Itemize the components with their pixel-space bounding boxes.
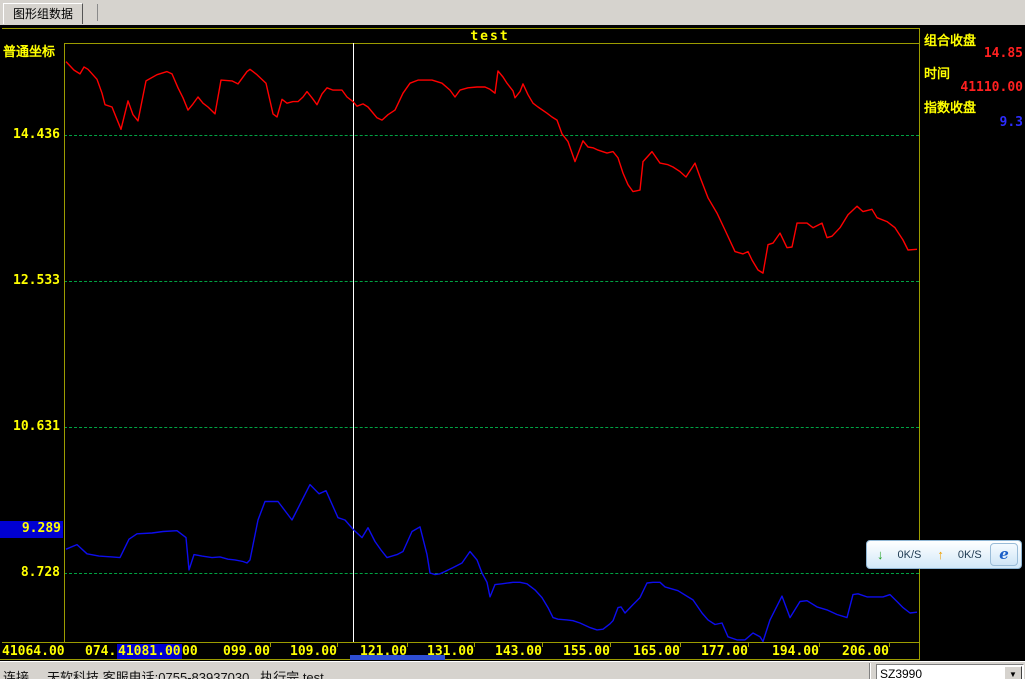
x-axis-label: 41064.00 [2,644,65,659]
x-axis-tick [337,643,338,647]
plot-right-border [919,28,920,660]
chart-outer-top-border [2,28,919,29]
download-speed: 0K/S [897,548,922,561]
tab-bar: 图形组数据 [0,0,1025,25]
x-axis-tick [610,643,611,647]
x-axis-label: 00 [182,644,198,659]
portfolio-series-line [65,61,918,274]
chart-outer-bottom-border [0,659,920,660]
x-axis-tick [889,643,890,647]
x-axis-label: 131.00 [427,644,474,659]
y-axis-label: 8.728 [20,565,60,580]
status-bar: 连接 天软科技 客服电话:0755-83937030 执行完 test SZ39… [0,661,1025,679]
x-axis-label: 155.00 [563,644,610,659]
chart-title: test [470,29,510,44]
y-gridline [64,427,919,428]
coordinate-mode-label: 普通坐标 [3,44,56,59]
symbol-combobox-value: SZ3990 [880,667,923,679]
plot-top-border [64,43,920,44]
x-axis-tick [407,643,408,647]
y-axis-highlight-label: 9.289 [0,521,63,538]
x-axis-label: 165.00 [633,644,680,659]
index-close-value: 9.3 [999,115,1023,130]
upload-arrow-icon: ↑ [937,547,944,562]
y-gridline [64,135,919,136]
x-axis-tick [748,643,749,647]
index-close-label: 指数收盘 [924,100,977,115]
y-gridline [64,573,919,574]
x-axis-tick [819,643,820,647]
browser-icon[interactable]: e [990,543,1018,566]
x-axis-label: 121.00 [360,644,407,659]
status-separator-highlight [870,663,871,679]
x-axis-tick [542,643,543,647]
portfolio-close-value: 14.85 [983,46,1023,61]
x-axis-label: 194.00 [772,644,819,659]
symbol-combobox[interactable]: SZ3990 ▼ [876,664,1024,679]
x-axis-label: 177.00 [701,644,748,659]
status-separator [869,663,870,679]
y-axis-label: 12.533 [13,273,60,288]
x-axis-label: 109.00 [290,644,337,659]
value-panel: 组合收盘 14.85 时间 41110.00 指数收盘 9.3 [922,27,1025,157]
x-axis-tick [474,643,475,647]
time-label: 时间 [924,66,951,81]
combobox-dropdown-button[interactable]: ▼ [1004,666,1022,679]
plot-left-border [64,43,65,643]
x-axis-label: 074. [85,644,117,659]
x-axis-tick [680,643,681,647]
x-axis-highlight-label: 41081.00 [117,644,182,659]
portfolio-close-label: 组合收盘 [924,33,977,48]
tab-separator [97,4,98,21]
y-axis-label: 14.436 [13,127,60,142]
y-gridline [64,281,919,282]
bottom-blue-strip [350,655,445,660]
index-series-line [65,483,918,643]
plot-bottom-border [2,642,920,643]
tab-graph-group-data[interactable]: 图形组数据 [3,3,84,24]
x-axis-label: 206.00 [842,644,889,659]
x-axis-label: 099.00 [223,644,270,659]
time-value: 41110.00 [960,80,1023,95]
x-axis-tick [270,643,271,647]
y-axis-label: 10.631 [13,419,60,434]
x-axis-label: 143.00 [495,644,542,659]
status-text: 连接 天软科技 客服电话:0755-83937030 执行完 test [3,670,324,679]
network-speed-indicator: ↓ 0K/S ↑ 0K/S e [866,540,1022,569]
chart-area[interactable]: test 普通坐标 组合收盘 14.85 时间 41110.00 指数收盘 9.… [0,25,1025,661]
upload-speed: 0K/S [957,548,982,561]
download-arrow-icon: ↓ [877,547,884,562]
